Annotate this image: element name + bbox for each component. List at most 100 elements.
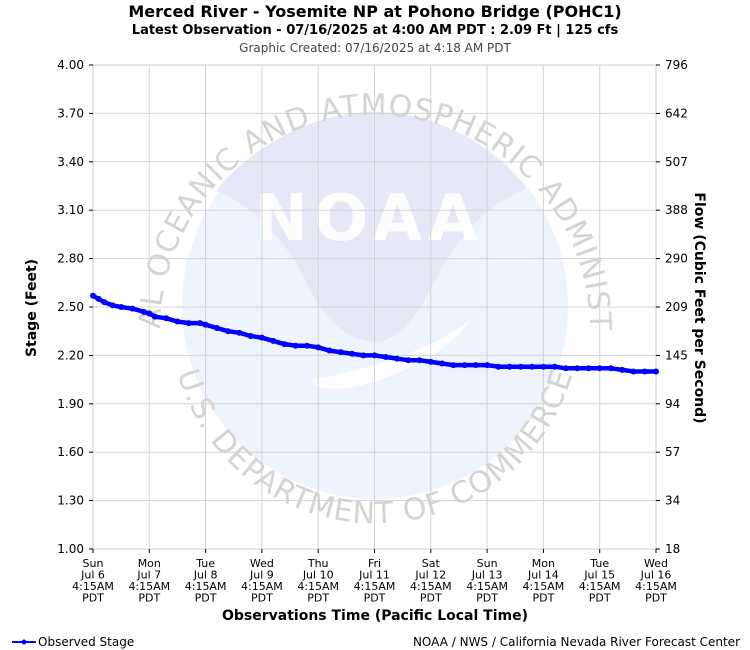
data-point: [151, 313, 158, 320]
x-axis-label: Observations Time (Pacific Local Time): [222, 608, 528, 624]
data-point: [247, 333, 254, 340]
chart-title: Merced River - Yosemite NP at Pohono Bri…: [128, 2, 621, 21]
x-tick-label: PDT: [589, 592, 611, 605]
data-point: [450, 362, 457, 369]
x-tick-label: Thu: [307, 557, 329, 570]
x-tick-label: 4:15AM: [128, 580, 170, 593]
y2-tick-label: 57: [665, 445, 680, 459]
x-tick-label: Jul 11: [358, 569, 390, 582]
watermark-wave-icon: [310, 320, 470, 389]
x-tick-label: 4:15AM: [297, 580, 339, 593]
data-point: [394, 355, 401, 362]
observed-stage-series: [90, 292, 659, 375]
x-tick-label: Jul 10: [302, 569, 334, 582]
graphic-created-text: Graphic Created: 07/16/2025 at 4:18 AM P…: [239, 41, 511, 55]
data-point: [653, 368, 659, 375]
data-point: [236, 329, 243, 336]
data-point: [574, 365, 581, 372]
x-tick-label: Tue: [195, 557, 215, 570]
y-axis-right-ticks: 796 642 507 388 290 209 145 94 57 34 18: [656, 58, 688, 556]
data-point: [416, 357, 423, 364]
data-point: [213, 324, 220, 331]
data-point: [303, 342, 310, 349]
x-tick-label: PDT: [532, 592, 554, 605]
x-tick-label: Jul 13: [471, 569, 503, 582]
data-point: [109, 302, 116, 309]
data-point: [607, 365, 614, 372]
data-point: [326, 347, 333, 354]
x-tick-label: Mon: [532, 557, 555, 570]
data-point: [118, 304, 125, 310]
data-point: [472, 362, 479, 369]
x-tick-label: 4:15AM: [579, 580, 621, 593]
x-tick-label: PDT: [364, 592, 386, 605]
y-tick-label: 1.30: [57, 494, 84, 508]
data-point: [292, 342, 299, 349]
data-point: [315, 344, 322, 351]
y-tick-label: 1.90: [57, 397, 84, 411]
data-point: [337, 349, 344, 356]
x-tick-label: PDT: [307, 592, 329, 605]
data-point: [506, 363, 513, 370]
y2-tick-label: 34: [665, 494, 680, 508]
x-tick-label: Tue: [589, 557, 609, 570]
x-tick-label: Sat: [422, 557, 441, 570]
x-tick-label: PDT: [476, 592, 498, 605]
x-tick-label: Jul 16: [640, 569, 672, 582]
x-tick-label: PDT: [138, 592, 160, 605]
data-point: [562, 365, 569, 372]
y2-tick-label: 796: [665, 58, 688, 72]
data-point: [619, 366, 626, 373]
data-point: [641, 368, 648, 375]
x-tick-label: PDT: [420, 592, 442, 605]
data-point: [495, 363, 502, 370]
y2-tick-label: 145: [665, 348, 688, 362]
y-tick-label: 2.80: [57, 252, 84, 266]
y-tick-label: 2.50: [57, 300, 84, 314]
data-point: [101, 299, 108, 306]
data-point: [371, 352, 378, 359]
data-point: [129, 305, 136, 312]
data-point: [540, 363, 547, 370]
data-point: [90, 292, 96, 299]
data-point: [484, 362, 491, 369]
legend-label: Observed Stage: [38, 635, 134, 649]
x-tick-label: Sun: [477, 557, 498, 570]
x-tick-label: Jul 6: [80, 569, 105, 582]
y-tick-label: 1.00: [57, 542, 84, 556]
data-point: [439, 360, 446, 367]
y-tick-label: 3.10: [57, 203, 84, 217]
x-tick-label: Fri: [368, 557, 381, 570]
watermark-logo-text: NOAA: [254, 182, 483, 256]
data-point: [461, 362, 468, 369]
y-tick-label: 4.00: [57, 58, 84, 72]
x-tick-label: Jul 15: [583, 569, 615, 582]
data-point: [596, 365, 603, 372]
legend-marker: [21, 639, 27, 645]
x-tick-label: PDT: [251, 592, 273, 605]
y-tick-label: 3.40: [57, 155, 84, 169]
y-tick-label: 3.70: [57, 106, 84, 120]
x-tick-label: Wed: [250, 557, 274, 570]
data-point: [140, 308, 147, 315]
y-axis-left-ticks: 4.00 3.70 3.40 3.10 2.80 2.50 2.20 1.90 1.60 1.30…: [57, 58, 93, 556]
watermark-bird-icon: [216, 112, 527, 342]
data-point: [185, 320, 192, 327]
x-tick-label: 4:15AM: [523, 580, 565, 593]
x-tick-label: 4:15AM: [241, 580, 283, 593]
x-tick-label: Wed: [644, 557, 668, 570]
data-point: [202, 321, 209, 328]
y2-tick-label: 642: [665, 106, 688, 120]
x-tick-label: Sun: [83, 557, 104, 570]
x-tick-label: PDT: [82, 592, 104, 605]
data-point: [258, 334, 265, 341]
x-tick-label: 4:15AM: [466, 580, 508, 593]
data-point: [585, 365, 592, 372]
data-point: [174, 318, 181, 325]
data-point: [281, 341, 288, 348]
y-axis-label: Stage (Feet): [24, 259, 40, 357]
x-tick-label: PDT: [195, 592, 217, 605]
data-point: [95, 295, 102, 302]
x-tick-label: Jul 14: [527, 569, 559, 582]
